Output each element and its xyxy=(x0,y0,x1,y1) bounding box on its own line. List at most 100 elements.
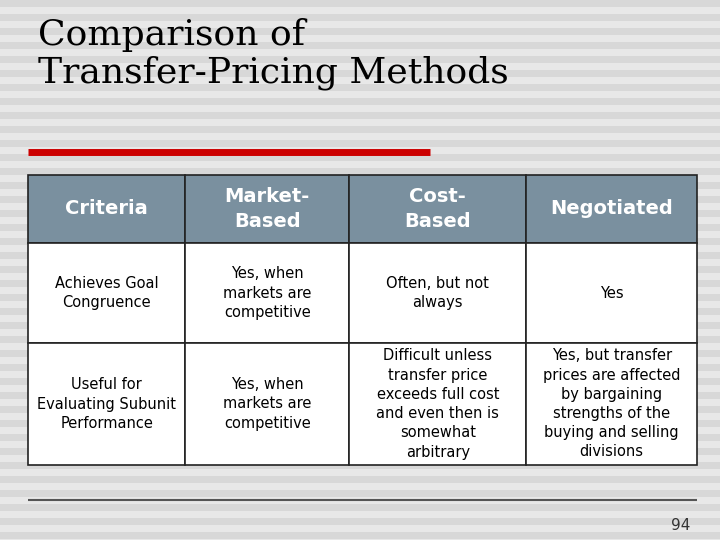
Bar xyxy=(0,315,720,322)
Bar xyxy=(349,343,526,465)
Text: Yes, but transfer
prices are affected
by bargaining
strengths of the
buying and : Yes, but transfer prices are affected by… xyxy=(543,348,680,460)
Bar xyxy=(526,343,697,465)
Bar xyxy=(0,252,720,259)
Bar xyxy=(0,168,720,175)
Bar xyxy=(0,140,720,147)
Bar xyxy=(0,497,720,504)
Bar xyxy=(0,231,720,238)
Bar xyxy=(0,203,720,210)
Text: Negotiated: Negotiated xyxy=(550,199,673,219)
Bar xyxy=(0,525,720,532)
Bar xyxy=(0,70,720,77)
Bar xyxy=(0,273,720,280)
Bar xyxy=(0,476,720,483)
Text: Useful for
Evaluating Subunit
Performance: Useful for Evaluating Subunit Performanc… xyxy=(37,377,176,431)
Bar xyxy=(0,266,720,273)
Bar xyxy=(526,243,697,343)
Bar xyxy=(0,238,720,245)
Bar xyxy=(0,378,720,385)
Bar xyxy=(28,175,185,243)
Bar xyxy=(0,154,720,161)
Bar xyxy=(0,413,720,420)
Bar xyxy=(0,245,720,252)
Text: Comparison of: Comparison of xyxy=(38,18,305,52)
Bar xyxy=(0,84,720,91)
Bar xyxy=(0,287,720,294)
Bar xyxy=(526,175,697,243)
Bar xyxy=(0,0,720,7)
Bar xyxy=(349,243,526,343)
Bar xyxy=(0,455,720,462)
Bar xyxy=(0,469,720,476)
Bar xyxy=(0,280,720,287)
Bar xyxy=(0,357,720,364)
Bar xyxy=(0,448,720,455)
Bar xyxy=(0,63,720,70)
Bar xyxy=(0,161,720,168)
Bar xyxy=(0,392,720,399)
Bar xyxy=(0,28,720,35)
Text: Yes: Yes xyxy=(600,286,624,300)
Bar xyxy=(0,511,720,518)
Bar xyxy=(0,119,720,126)
Bar xyxy=(0,322,720,329)
Bar xyxy=(0,35,720,42)
Bar xyxy=(185,175,349,243)
Bar xyxy=(0,301,720,308)
Bar xyxy=(0,371,720,378)
Bar xyxy=(0,259,720,266)
Bar xyxy=(0,224,720,231)
Bar xyxy=(0,336,720,343)
Bar xyxy=(0,77,720,84)
Text: Criteria: Criteria xyxy=(66,199,148,219)
Bar xyxy=(349,175,526,243)
Bar xyxy=(0,518,720,525)
Bar xyxy=(0,343,720,350)
Bar xyxy=(0,350,720,357)
Text: Yes, when
markets are
competitive: Yes, when markets are competitive xyxy=(223,266,311,320)
Bar xyxy=(28,343,185,465)
Bar xyxy=(0,490,720,497)
Bar xyxy=(0,462,720,469)
Bar xyxy=(0,196,720,203)
Text: 94: 94 xyxy=(670,518,690,533)
Text: Market-
Based: Market- Based xyxy=(225,187,310,231)
Bar xyxy=(0,189,720,196)
Text: Cost-
Based: Cost- Based xyxy=(405,187,471,231)
Bar xyxy=(0,434,720,441)
Bar xyxy=(0,126,720,133)
Text: Transfer-Pricing Methods: Transfer-Pricing Methods xyxy=(38,56,509,91)
Bar xyxy=(0,7,720,14)
Bar xyxy=(0,91,720,98)
Text: Difficult unless
transfer price
exceeds full cost
and even then is
somewhat
arbi: Difficult unless transfer price exceeds … xyxy=(377,348,499,460)
Bar xyxy=(0,21,720,28)
Bar xyxy=(0,133,720,140)
Bar xyxy=(0,112,720,119)
Bar xyxy=(0,98,720,105)
Bar xyxy=(0,294,720,301)
Bar xyxy=(0,399,720,406)
Text: Yes, when
markets are
competitive: Yes, when markets are competitive xyxy=(223,377,311,431)
Bar xyxy=(0,329,720,336)
Bar xyxy=(0,539,720,540)
Text: Achieves Goal
Congruence: Achieves Goal Congruence xyxy=(55,276,158,310)
Bar xyxy=(0,406,720,413)
Bar xyxy=(0,105,720,112)
Bar xyxy=(0,56,720,63)
Bar xyxy=(0,308,720,315)
Bar xyxy=(0,420,720,427)
Bar xyxy=(0,385,720,392)
Text: Often, but not
always: Often, but not always xyxy=(387,276,489,310)
Bar xyxy=(0,364,720,371)
Bar xyxy=(0,14,720,21)
Bar xyxy=(0,175,720,182)
Bar xyxy=(0,532,720,539)
Bar xyxy=(0,427,720,434)
Bar xyxy=(0,42,720,49)
Bar xyxy=(0,182,720,189)
Bar xyxy=(185,343,349,465)
Bar xyxy=(0,210,720,217)
Bar xyxy=(0,483,720,490)
Bar xyxy=(0,49,720,56)
Bar xyxy=(0,147,720,154)
